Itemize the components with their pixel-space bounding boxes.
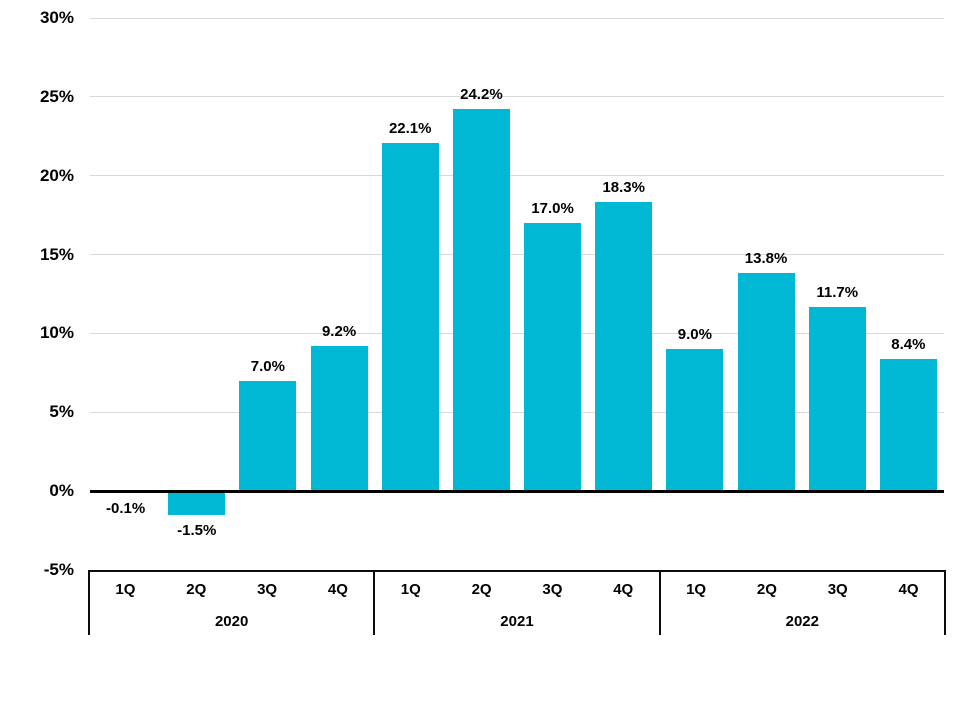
x-axis-quarter-label: 2Q (471, 581, 492, 598)
x-axis-quarter-label: 2Q (186, 581, 207, 598)
bar-value-label: 9.0% (677, 326, 712, 344)
x-axis-quarter-label: 1Q (115, 581, 136, 598)
bar-value-label: 9.2% (321, 322, 357, 340)
x-axis-year-label: 2021 (500, 612, 534, 630)
category-axis-table: 1Q 2Q 3Q 4Q 2020 1Q 2Q 3Q 4Q 2021 1Q 2Q 3Q 4Q 2022 (88, 570, 946, 635)
bar-value-label: 7.0% (250, 357, 285, 375)
y-axis-tick-label: 25% (39, 86, 74, 106)
quarter-row: 1Q 2Q 3Q 4Q (375, 572, 658, 607)
bar-value-label: 22.1% (388, 119, 432, 137)
x-axis-quarter-label: 1Q (400, 581, 421, 598)
x-axis-quarter-label: 1Q (686, 581, 707, 598)
y-axis-tick-label: 15% (39, 244, 74, 264)
bar-2020-3q (239, 380, 297, 491)
x-axis-quarter-label: 2Q (756, 581, 777, 598)
bar-2021-4q (595, 202, 653, 491)
y-axis-tick-label: 0% (49, 481, 74, 500)
bar-2020-4q (310, 345, 368, 491)
y-axis-tick-label: 10% (39, 323, 74, 343)
bar-2022-3q (808, 306, 866, 491)
x-axis-quarter-label: 4Q (898, 581, 919, 598)
bar-value-label: 11.7% (816, 283, 859, 301)
x-axis-quarter-label: 3Q (542, 581, 563, 598)
bar-value-label: 17.0% (531, 199, 574, 217)
bar-value-label: 8.4% (891, 335, 926, 353)
bar-2022-2q (737, 273, 795, 491)
x-axis-quarter-label: 3Q (257, 581, 278, 598)
quarter-row: 1Q 2Q 3Q 4Q (661, 572, 944, 607)
bar-value-label: 24.2% (460, 86, 503, 104)
y-axis-tick-label: 5% (49, 402, 74, 422)
bar-2020-2q (168, 491, 226, 515)
bar-2021-1q (381, 142, 439, 491)
gridline (90, 175, 944, 177)
gridline (90, 96, 944, 98)
bar-2021-3q (524, 222, 582, 491)
y-axis-tick-label: -5% (43, 559, 74, 579)
bar-2022-1q (666, 349, 724, 491)
y-axis-tick-label: 30% (39, 8, 74, 27)
x-axis-quarter-label: 4Q (613, 581, 634, 598)
gridline (90, 411, 944, 413)
x-axis-year-label: 2022 (785, 612, 819, 630)
zero-axis-line (90, 489, 944, 493)
bar-2022-4q (879, 358, 937, 491)
year-group-2021: 1Q 2Q 3Q 4Q 2021 (375, 572, 661, 635)
bar-value-label: 18.3% (602, 179, 645, 197)
year-group-2020: 1Q 2Q 3Q 4Q 2020 (90, 572, 376, 635)
quarter-row: 1Q 2Q 3Q 4Q (90, 572, 373, 607)
x-axis-year-label: 2020 (214, 612, 249, 630)
x-axis-quarter-label: 4Q (327, 581, 348, 598)
gridline (90, 332, 944, 334)
gridline (90, 17, 944, 19)
bar-value-label: -1.5% (177, 521, 217, 539)
year-group-2022: 1Q 2Q 3Q 4Q 2022 (661, 572, 946, 635)
y-axis-tick-label: 20% (39, 165, 74, 185)
bar-value-label: -0.1% (105, 499, 146, 517)
bar-value-label: 13.8% (744, 250, 788, 268)
x-axis-quarter-label: 3Q (827, 581, 848, 598)
gridline (90, 254, 944, 255)
bar-2021-2q (452, 109, 510, 491)
